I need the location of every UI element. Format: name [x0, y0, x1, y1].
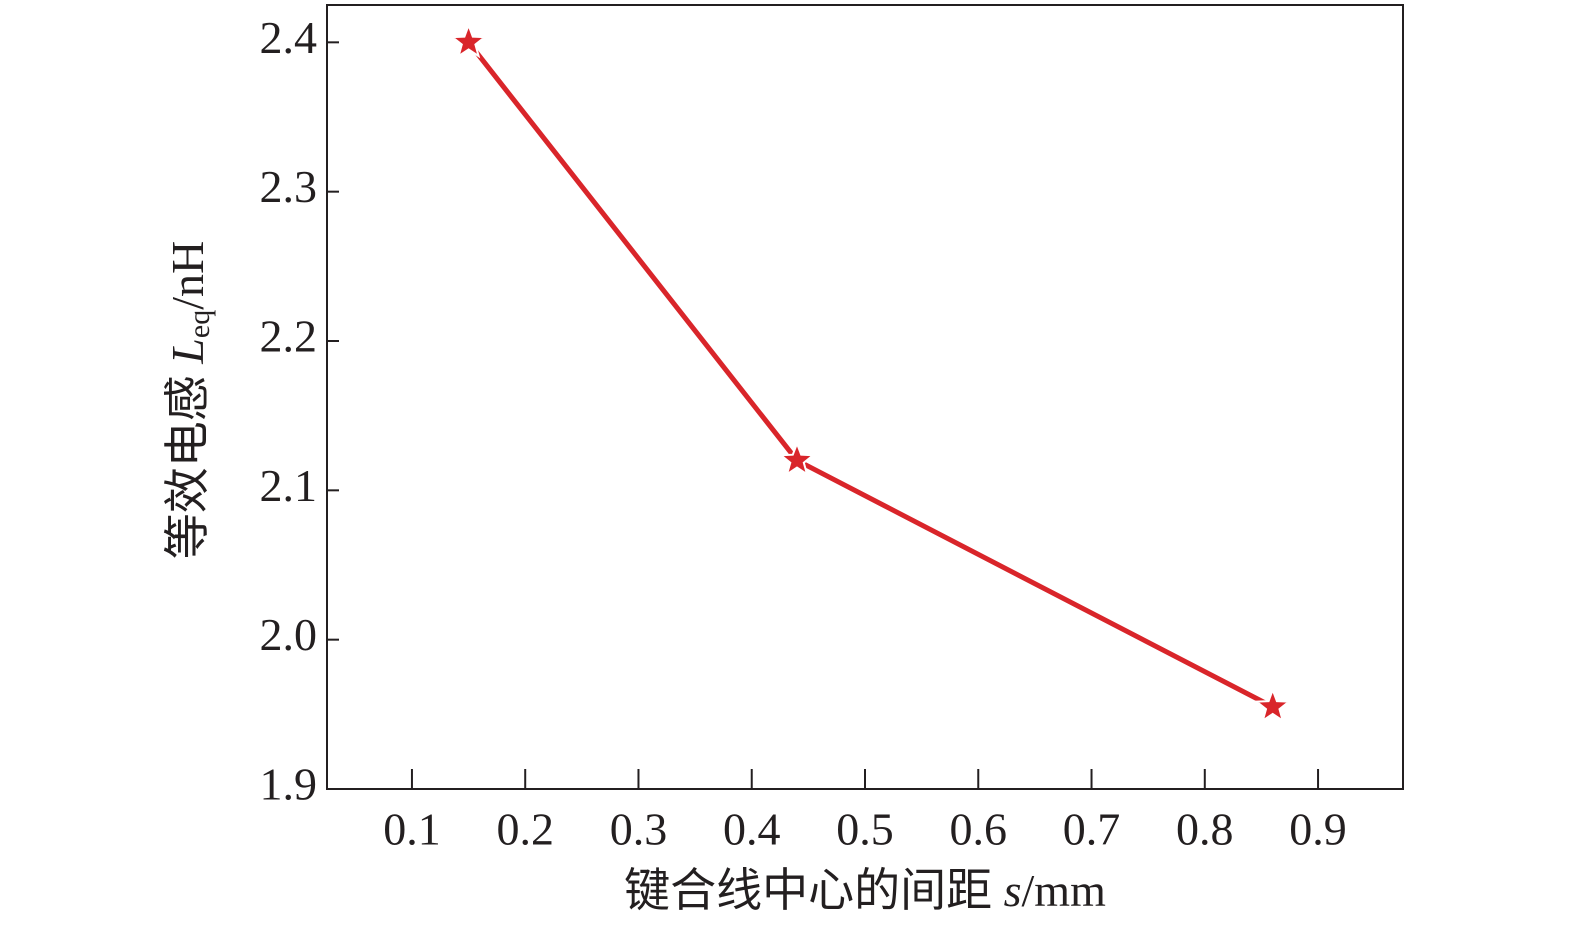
y-tick-label: 2.1	[260, 460, 318, 511]
x-tick-label: 0.7	[1063, 804, 1121, 855]
x-tick-label: 0.9	[1289, 804, 1347, 855]
y-axis-label: 等效电感 Leq/nH	[162, 241, 216, 559]
x-tick-label: 0.4	[723, 804, 781, 855]
x-tick-label: 0.3	[610, 804, 668, 855]
y-tick-label: 2.0	[260, 609, 318, 660]
x-tick-label: 0.5	[836, 804, 894, 855]
y-tick-label: 2.3	[260, 161, 318, 212]
star-marker	[1253, 687, 1292, 723]
star-marker	[449, 22, 488, 59]
x-tick-label: 0.6	[950, 804, 1008, 855]
data-line	[466, 40, 1274, 710]
x-tick-label: 0.8	[1176, 804, 1234, 855]
y-tick-label: 1.9	[260, 759, 318, 810]
y-tick-label: 2.2	[260, 311, 318, 362]
x-tick-label: 0.2	[496, 804, 554, 855]
y-tick-label: 2.4	[260, 12, 318, 63]
x-label-symbol: s	[1004, 865, 1022, 916]
y-label-symbol: L	[162, 338, 213, 365]
y-label-text: 等效电感	[162, 364, 213, 560]
plot-frame	[326, 4, 1404, 790]
x-axis-label: 键合线中心的间距 s/mm	[624, 865, 1106, 916]
x-tick-label: 0.1	[383, 804, 441, 855]
star-marker	[778, 440, 816, 477]
x-label-unit: /mm	[1022, 865, 1107, 916]
x-label-text: 键合线中心的间距	[624, 865, 1004, 916]
y-label-unit: /nH	[162, 241, 213, 310]
y-label-subscript: eq	[183, 310, 216, 338]
